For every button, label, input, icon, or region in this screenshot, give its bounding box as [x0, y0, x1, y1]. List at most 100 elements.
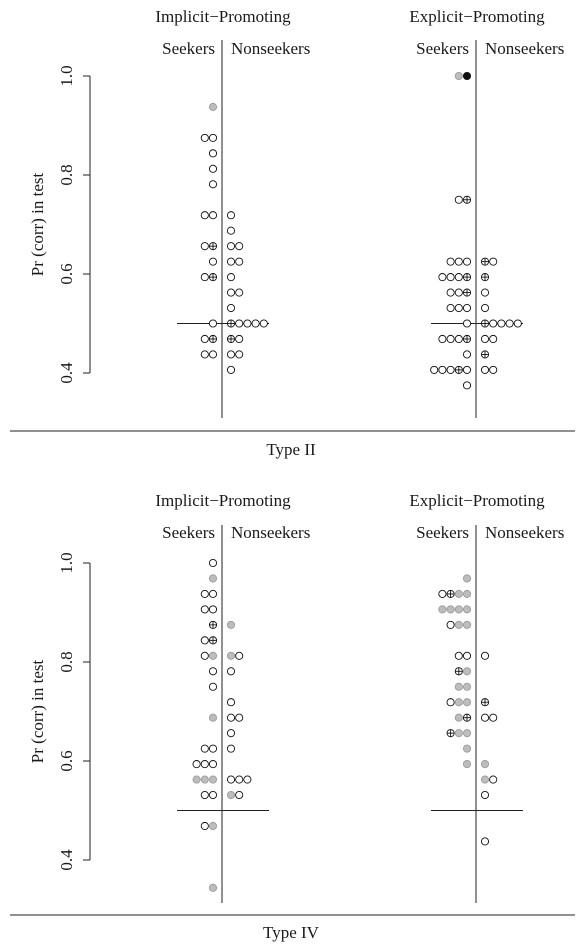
condition-title: Implicit−Promoting — [155, 491, 291, 510]
seeker-point — [200, 273, 209, 282]
seeker-point — [462, 381, 472, 390]
seeker-point — [462, 589, 472, 598]
group-explicit: Explicit−Promoting Seekers Nonseekers — [409, 7, 564, 418]
seeker-point — [462, 71, 472, 81]
nonseeker-point — [226, 729, 236, 738]
seeker-point — [454, 589, 463, 598]
seeker-point — [208, 164, 218, 173]
seeker-point — [208, 133, 218, 142]
seeker-point — [208, 350, 218, 359]
seeker-point — [454, 71, 463, 81]
seeker-point — [208, 713, 218, 722]
nonseeker-point — [226, 620, 236, 629]
seeker-point — [446, 365, 455, 374]
nonseeker-point — [235, 257, 244, 266]
group-implicit: Implicit−Promoting Seekers Nonseekers — [155, 491, 310, 903]
seeker-point — [208, 760, 218, 769]
nonseeker-point — [226, 350, 236, 359]
seeker-point — [192, 760, 201, 769]
nonseeker-point — [497, 319, 506, 328]
seeker-point — [438, 334, 447, 344]
nonseeker-point — [480, 651, 490, 660]
condition-title: Explicit−Promoting — [409, 7, 545, 26]
nonseeker-point — [480, 365, 490, 374]
nonseeker-point — [235, 790, 244, 800]
seeker-point — [208, 605, 218, 614]
nonseeker-point — [235, 288, 244, 297]
seeker-point — [208, 257, 218, 266]
nonseeker-point — [489, 775, 498, 784]
seeker-point — [462, 257, 472, 266]
seeker-point — [208, 883, 218, 892]
seeker-point — [462, 667, 472, 676]
nonseeker-point — [226, 365, 236, 374]
panel-type-ii: 0.4 0.6 0.8 1.0 Pr (corr) in test Type II Impl… — [10, 7, 575, 459]
seeker-point — [200, 133, 209, 142]
nonseeker-point — [226, 226, 236, 235]
nonseeker-point — [480, 775, 490, 784]
seeker-point — [446, 288, 455, 297]
seeker-point — [208, 149, 218, 158]
nonseeker-point — [226, 303, 236, 313]
seeker-point — [446, 605, 455, 614]
seeker-point — [208, 558, 218, 568]
nonseekers-label: Nonseekers — [231, 39, 310, 58]
seeker-point — [446, 334, 455, 344]
y-tick-label: 1.0 — [57, 552, 76, 573]
nonseeker-point — [226, 242, 236, 251]
seeker-point — [438, 365, 447, 374]
seeker-point — [454, 605, 463, 614]
condition-title: Explicit−Promoting — [409, 491, 545, 510]
nonseeker-point — [235, 651, 244, 660]
seeker-point — [462, 319, 472, 328]
nonseeker-point — [235, 319, 244, 328]
y-tick-label: 0.4 — [57, 362, 76, 384]
nonseeker-point — [489, 319, 498, 328]
nonseeker-point — [235, 334, 244, 344]
condition-title: Implicit−Promoting — [155, 7, 291, 26]
y-axis-label: Pr (corr) in test — [28, 173, 47, 277]
nonseeker-point — [489, 713, 498, 722]
seeker-point — [208, 574, 218, 583]
seeker-point — [208, 589, 218, 598]
nonseeker-point — [226, 713, 236, 722]
nonseekers-label: Nonseekers — [231, 523, 310, 542]
nonseeker-point — [480, 837, 490, 846]
seeker-point — [454, 257, 463, 266]
seeker-point — [454, 651, 463, 660]
nonseeker-point — [480, 334, 490, 344]
seeker-point — [200, 334, 209, 344]
seeker-point — [454, 713, 463, 722]
seeker-point — [192, 775, 201, 784]
seeker-point — [462, 303, 472, 313]
seeker-point — [200, 636, 209, 645]
nonseeker-point — [226, 775, 236, 784]
seeker-point — [208, 651, 218, 660]
seeker-point — [454, 620, 463, 629]
seeker-point — [462, 620, 472, 629]
nonseekers-label: Nonseekers — [485, 523, 564, 542]
seeker-point — [208, 790, 218, 800]
seeker-point — [200, 242, 209, 251]
seekers-label: Seekers — [162, 523, 215, 542]
nonseeker-point — [226, 667, 236, 676]
seeker-point — [208, 211, 218, 220]
seeker-point — [200, 821, 209, 831]
seeker-point — [454, 195, 463, 204]
seeker-point — [446, 273, 455, 282]
nonseeker-point — [480, 713, 490, 722]
seeker-point — [200, 744, 209, 753]
seeker-point — [454, 288, 463, 297]
nonseeker-point — [226, 744, 236, 753]
seeker-point — [200, 651, 209, 660]
nonseeker-point — [226, 698, 236, 707]
panel-label: Type II — [266, 440, 316, 459]
seeker-point — [438, 589, 447, 598]
group-explicit: Explicit−Promoting Seekers Nonseekers — [409, 491, 564, 903]
seeker-point — [462, 651, 472, 660]
seeker-point — [454, 334, 463, 344]
seeker-point — [454, 303, 463, 313]
seeker-point — [454, 273, 463, 282]
seeker-point — [462, 365, 472, 374]
y-tick-label: 0.8 — [57, 651, 76, 672]
